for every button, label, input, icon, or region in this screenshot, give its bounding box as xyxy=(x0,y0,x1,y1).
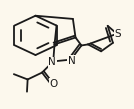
Text: S: S xyxy=(114,29,121,39)
Text: N: N xyxy=(68,56,75,66)
Text: N: N xyxy=(48,57,56,67)
Text: O: O xyxy=(50,79,58,89)
